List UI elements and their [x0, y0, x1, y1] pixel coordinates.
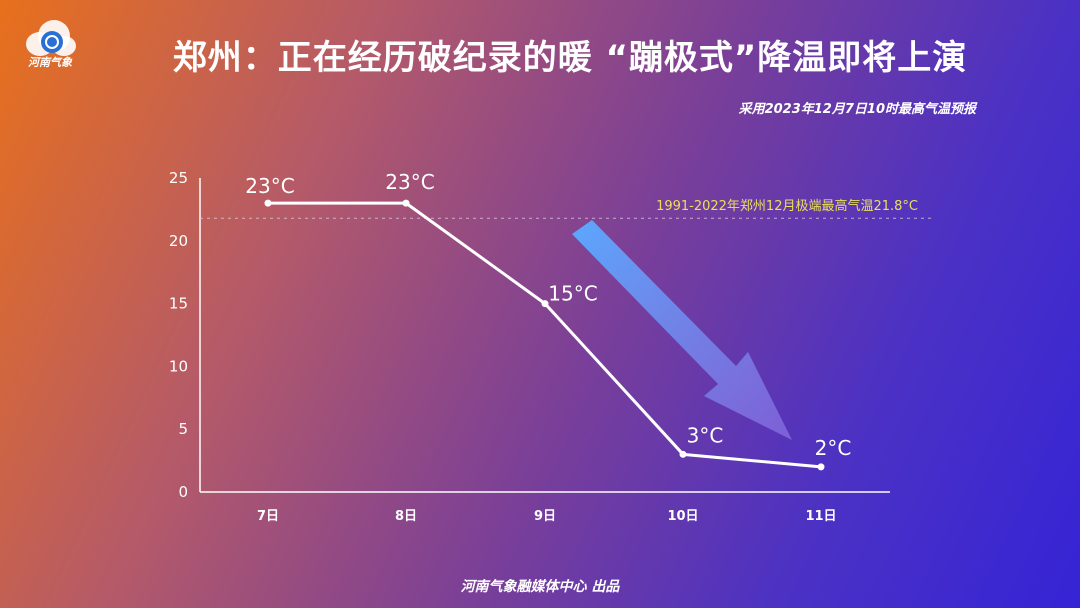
- down-arrow-icon: [572, 220, 792, 440]
- x-tick-label: 9日: [534, 509, 556, 524]
- x-tick-label: 8日: [395, 509, 417, 524]
- data-point: [264, 199, 272, 207]
- reference-line-label: 1991-2022年郑州12月极端最高气温21.8°C: [656, 198, 918, 214]
- logo-text: 河南气象: [28, 56, 72, 69]
- data-label: 3°C: [687, 423, 724, 447]
- data-point: [679, 450, 687, 458]
- data-label: 2°C: [815, 436, 852, 460]
- y-tick-label: 10: [169, 357, 188, 375]
- y-tick-label: 5: [178, 420, 188, 438]
- x-tick-label: 7日: [257, 509, 279, 524]
- footer-credit: 河南气象融媒体中心 出品: [460, 579, 620, 595]
- series-line: [268, 201, 822, 469]
- data-point: [541, 300, 549, 308]
- data-label: 15°C: [548, 282, 597, 306]
- cloud-logo-icon: [26, 20, 76, 56]
- data-point: [817, 463, 825, 471]
- data-label: 23°C: [245, 174, 294, 198]
- page-title: 郑州：正在经历破纪录的暖 “蹦极式”降温即将上演: [172, 38, 968, 78]
- y-tick-label: 20: [169, 232, 188, 250]
- x-tick-label: 10日: [667, 509, 698, 524]
- y-tick-label: 0: [178, 483, 188, 501]
- y-tick-label: 25: [169, 169, 188, 187]
- y-tick-label: 15: [169, 295, 188, 313]
- page-subtitle: 采用2023年12月7日10时最高气温预报: [738, 102, 976, 117]
- data-label: 23°C: [385, 170, 434, 194]
- data-point: [402, 199, 410, 207]
- x-tick-label: 11日: [805, 509, 836, 524]
